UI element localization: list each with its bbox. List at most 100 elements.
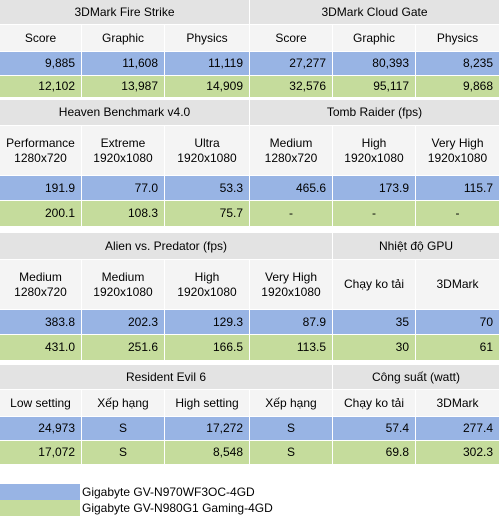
series-1-row: 191.9 77.0 53.3 465.6 173.9 115.7	[0, 176, 500, 201]
data-cell: 17,272	[165, 417, 250, 441]
column-header: High setting	[165, 390, 250, 417]
column-header: Performance 1280x720	[0, 126, 82, 176]
data-cell: 166.5	[165, 335, 250, 361]
column-header: 3DMark	[416, 260, 500, 310]
series-1-row: 24,973 S 17,272 S 57.4 277.4	[0, 417, 500, 441]
data-cell: 251.6	[82, 335, 165, 361]
data-cell: 87.9	[250, 310, 333, 335]
data-cell: 465.6	[250, 176, 333, 201]
data-cell: 53.3	[165, 176, 250, 201]
column-header: Medium 1280x720	[250, 126, 333, 176]
column-header-row: Performance 1280x720 Extreme 1920x1080 Ultra…	[0, 126, 500, 176]
group-title: Công suất (watt)	[333, 365, 500, 390]
legend-swatch	[0, 500, 80, 516]
data-cell: 9,885	[0, 52, 82, 76]
data-cell: 202.3	[82, 310, 165, 335]
data-cell: 57.4	[333, 417, 416, 441]
legend-item: Gigabyte GV-N970WF3OC-4GD	[0, 484, 500, 500]
data-cell: 75.7	[165, 201, 250, 227]
column-header-row: Low setting Xếp hạng High setting Xếp hạng C…	[0, 390, 500, 417]
series-1-row: 9,885 11,608 11,119 27,277 80,393 8,235	[0, 52, 500, 76]
column-header: Very High 1920x1080	[416, 126, 500, 176]
section-header-row: Alien vs. Predator (fps) Nhiệt độ GPU	[0, 233, 500, 260]
legend-label: Gigabyte GV-N970WF3OC-4GD	[82, 485, 255, 499]
data-cell: 108.3	[82, 201, 165, 227]
data-cell: 14,909	[165, 76, 250, 98]
column-header: Graphic	[82, 25, 165, 52]
data-cell: -	[333, 201, 416, 227]
data-cell: 17,072	[0, 441, 82, 465]
column-header: Xếp hạng	[82, 390, 165, 417]
column-header: Xếp hạng	[250, 390, 333, 417]
column-header: Chạy ko tải	[333, 390, 416, 417]
column-header: Extreme 1920x1080	[82, 126, 165, 176]
data-cell: 27,277	[250, 52, 333, 76]
legend-label: Gigabyte GV-N980G1 Gaming-4GD	[82, 501, 273, 515]
data-cell: 35	[333, 310, 416, 335]
column-header: Medium 1920x1080	[82, 260, 165, 310]
column-header: High 1920x1080	[165, 260, 250, 310]
column-header: Score	[250, 25, 333, 52]
data-cell: -	[416, 201, 500, 227]
series-2-row: 431.0 251.6 166.5 113.5 30 61	[0, 335, 500, 361]
data-cell: 24,973	[0, 417, 82, 441]
legend-swatch	[0, 484, 80, 500]
data-cell: 383.8	[0, 310, 82, 335]
series-2-row: 12,102 13,987 14,909 32,576 95,117 9,868	[0, 76, 500, 98]
data-cell: S	[250, 441, 333, 465]
series-2-row: 17,072 S 8,548 S 69.8 302.3	[0, 441, 500, 465]
column-header: Chạy ko tải	[333, 260, 416, 310]
column-header: Physics	[416, 25, 500, 52]
group-title: Tomb Raider (fps)	[250, 100, 500, 126]
data-cell: 80,393	[333, 52, 416, 76]
data-cell: 95,117	[333, 76, 416, 98]
data-cell: S	[250, 417, 333, 441]
group-title: Resident Evil 6	[0, 365, 333, 390]
data-cell: S	[82, 417, 165, 441]
data-cell: 173.9	[333, 176, 416, 201]
data-cell: 277.4	[416, 417, 500, 441]
data-cell: 77.0	[82, 176, 165, 201]
column-header: Low setting	[0, 390, 82, 417]
data-cell: 431.0	[0, 335, 82, 361]
column-header: High 1920x1080	[333, 126, 416, 176]
data-cell: S	[82, 441, 165, 465]
data-cell: 61	[416, 335, 500, 361]
group-title: Nhiệt độ GPU	[333, 233, 500, 260]
section-header-row: Resident Evil 6 Công suất (watt)	[0, 365, 500, 390]
column-header: Ultra 1920x1080	[165, 126, 250, 176]
data-cell: 115.7	[416, 176, 500, 201]
data-cell: -	[250, 201, 333, 227]
data-cell: 11,119	[165, 52, 250, 76]
series-2-row: 200.1 108.3 75.7- - -	[0, 201, 500, 227]
column-header: 3DMark	[416, 390, 500, 417]
column-header-row: Medium 1280x720 Medium 1920x1080 High 1920x10…	[0, 260, 500, 310]
series-1-row: 383.8 202.3 129.3 87.9 35 70	[0, 310, 500, 335]
column-header-row: Score Graphic Physics Score Graphic Physics	[0, 25, 500, 52]
data-cell: 70	[416, 310, 500, 335]
column-header: Physics	[165, 25, 250, 52]
column-header: Very High 1920x1080	[250, 260, 333, 310]
column-header: Graphic	[333, 25, 416, 52]
data-cell: 32,576	[250, 76, 333, 98]
data-cell: 191.9	[0, 176, 82, 201]
data-cell: 13,987	[82, 76, 165, 98]
data-cell: 8,235	[416, 52, 500, 76]
data-cell: 12,102	[0, 76, 82, 98]
group-title: 3DMark Cloud Gate	[250, 0, 500, 25]
group-title: Alien vs. Predator (fps)	[0, 233, 333, 260]
data-cell: 302.3	[416, 441, 500, 465]
data-cell: 113.5	[250, 335, 333, 361]
data-cell: 8,548	[165, 441, 250, 465]
group-title: Heaven Benchmark v4.0	[0, 100, 250, 126]
section-header-row: Heaven Benchmark v4.0 Tomb Raider (fps)	[0, 100, 500, 126]
data-cell: 69.8	[333, 441, 416, 465]
data-cell: 30	[333, 335, 416, 361]
column-header: Medium 1280x720	[0, 260, 82, 310]
legend-item: Gigabyte GV-N980G1 Gaming-4GD	[0, 500, 500, 516]
section-header-row: 3DMark Fire Strike 3DMark Cloud Gate	[0, 0, 500, 25]
group-title: 3DMark Fire Strike	[0, 0, 250, 25]
data-cell: 129.3	[165, 310, 250, 335]
data-cell: 9,868	[416, 76, 500, 98]
column-header: Score	[0, 25, 82, 52]
